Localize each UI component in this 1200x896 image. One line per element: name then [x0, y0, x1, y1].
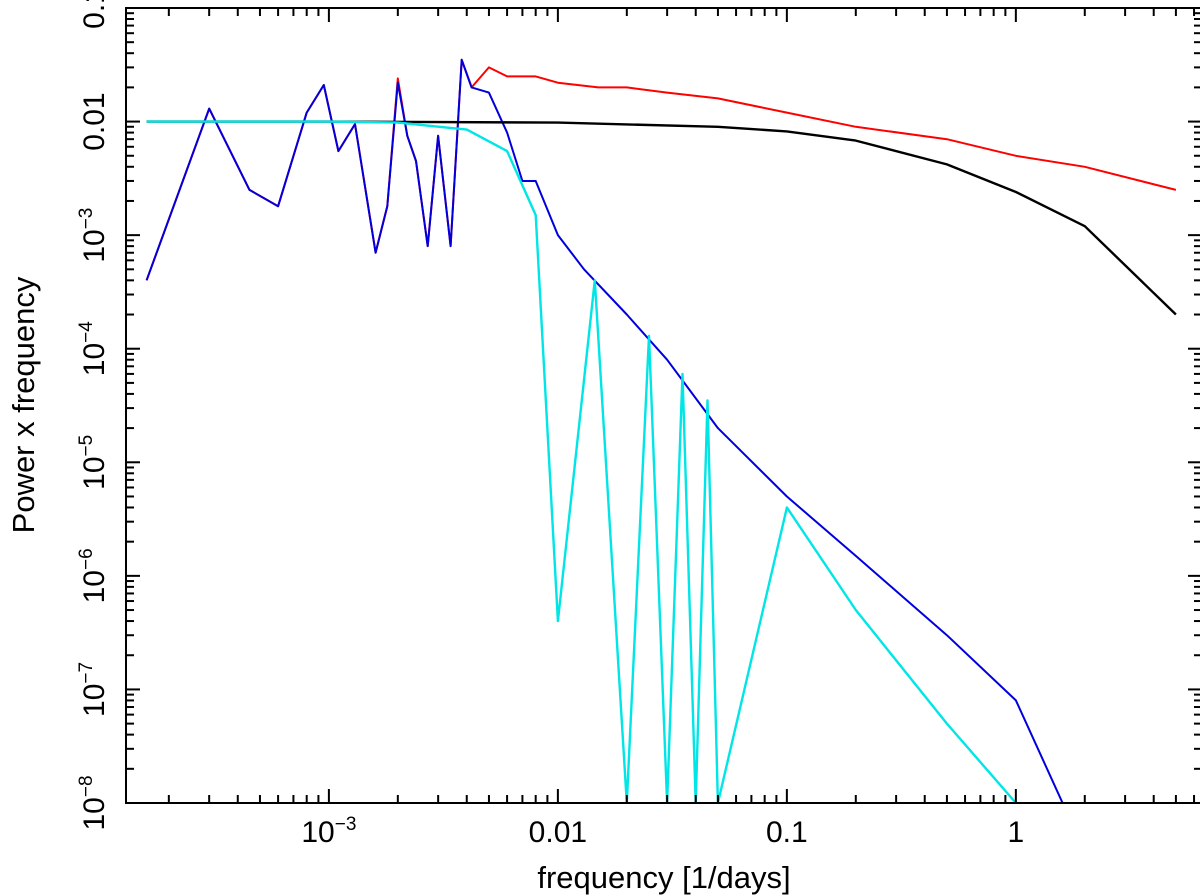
y-tick-label: 0.01 [78, 92, 111, 150]
x-axis-title: frequency [1/days] [537, 860, 790, 895]
x-tick-label: 1 [1008, 816, 1025, 849]
y-axis-title: Power x frequency [6, 276, 41, 533]
x-tick-label: 0.1 [766, 816, 808, 849]
x-tick-label: 0.01 [529, 816, 587, 849]
x-tick-label: 10−3 [301, 814, 356, 849]
y-tick-label: 10−8 [76, 775, 111, 830]
y-tick-label: 10−4 [76, 321, 111, 376]
series-line-2 [145, 58, 1064, 803]
series-layer [145, 58, 1177, 803]
series-line-3 [146, 120, 1177, 316]
series-line-4 [146, 120, 1017, 803]
plot-frame [125, 7, 1200, 804]
y-tick-label: 10−7 [76, 662, 111, 717]
series-line-1 [145, 58, 1177, 281]
y-tick-label: 10−5 [76, 435, 111, 490]
y-tick-label: 10−3 [76, 208, 111, 263]
y-tick-label: 10−6 [76, 548, 111, 603]
ticks-layer: 10−3 0.01 0.1 1 10−8 10−7 10−6 10−5 10−4 10−3 0.01… [76, 0, 1200, 849]
y-tick-label: 0.1 [78, 0, 111, 29]
